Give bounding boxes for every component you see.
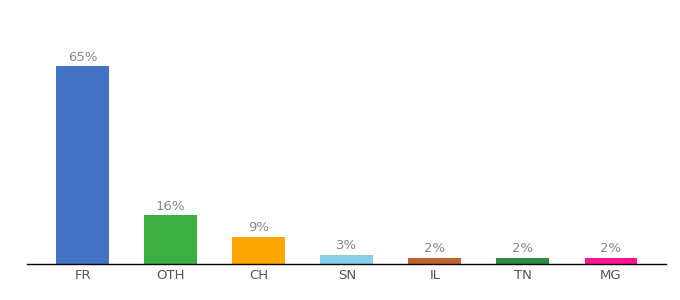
Text: 65%: 65% xyxy=(68,51,97,64)
Text: 16%: 16% xyxy=(156,200,186,213)
Text: 9%: 9% xyxy=(248,221,269,234)
Text: 2%: 2% xyxy=(512,242,533,256)
Text: 2%: 2% xyxy=(600,242,622,256)
Text: 2%: 2% xyxy=(424,242,445,256)
Bar xyxy=(56,66,109,264)
Text: 3%: 3% xyxy=(336,239,358,252)
Bar xyxy=(233,237,285,264)
Bar xyxy=(320,255,373,264)
Bar xyxy=(409,258,461,264)
Bar xyxy=(585,258,637,264)
Bar xyxy=(496,258,549,264)
Bar xyxy=(144,215,197,264)
